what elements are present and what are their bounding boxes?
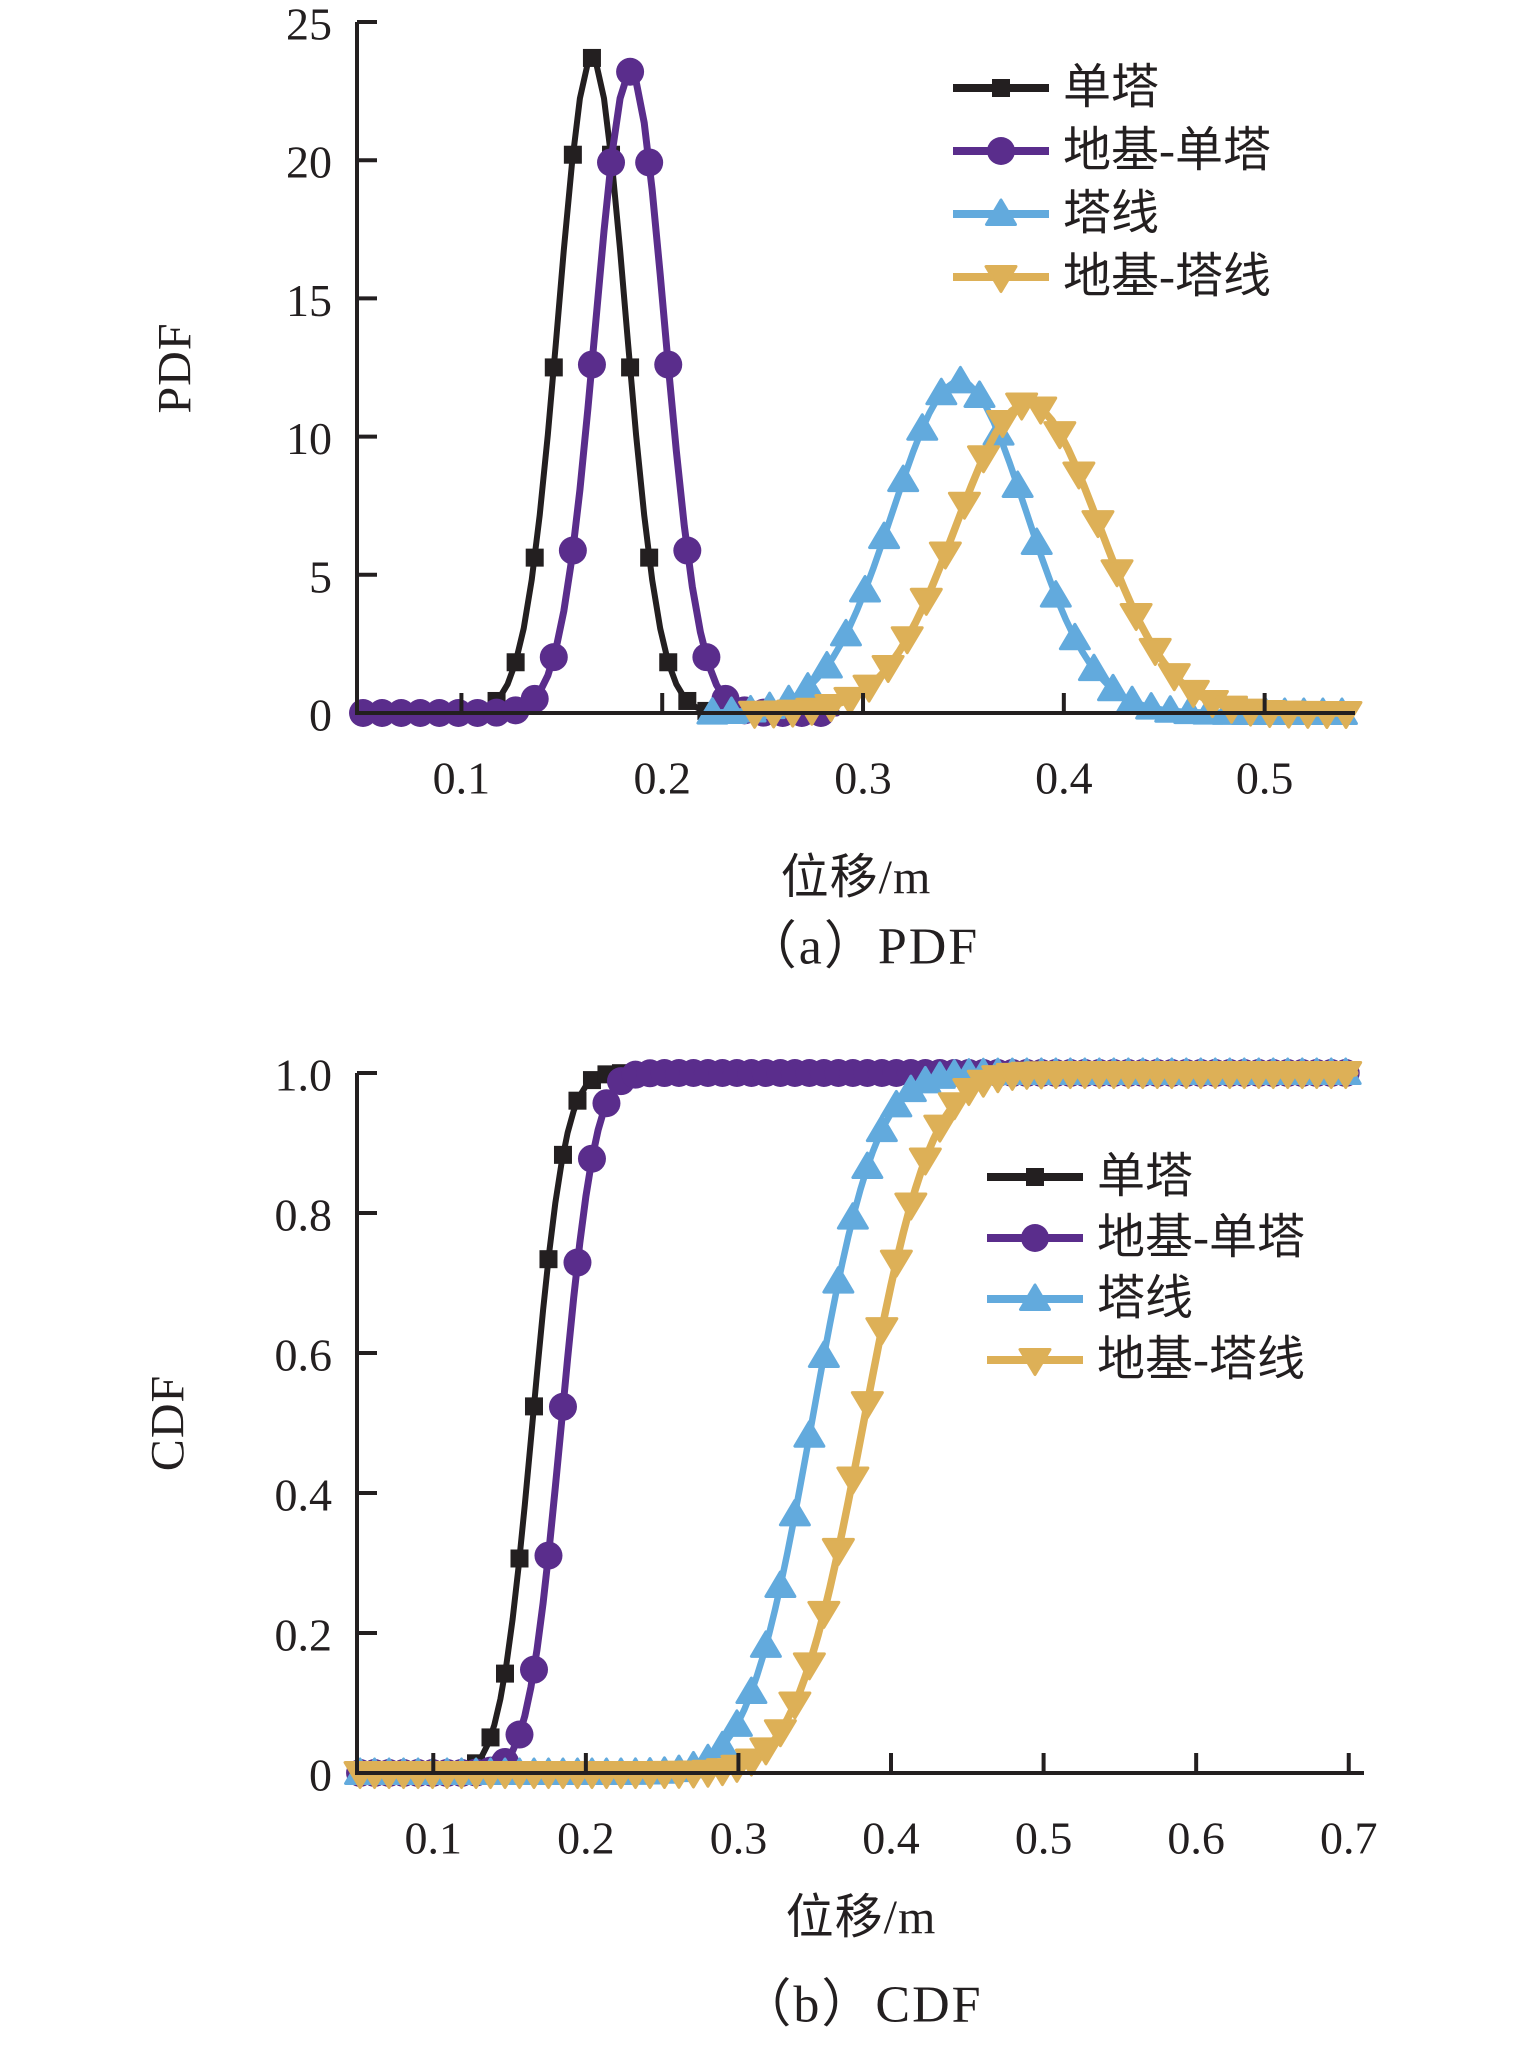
legend-marker-circle <box>987 1223 1083 1252</box>
cdf-y-tick-label: 1.0 <box>275 1050 333 1101</box>
legend-marker-square <box>953 78 1049 97</box>
pdf-y-tick-label: 5 <box>309 551 332 602</box>
legend-label: 地基-单塔 <box>1097 1210 1305 1264</box>
pdf-y-tick-label: 0 <box>309 690 332 741</box>
cdf-x-tick-label: 0.1 <box>405 1813 463 1864</box>
legend-label: 塔线 <box>1097 1271 1194 1325</box>
cdf-x-tick-label: 0.2 <box>557 1813 615 1864</box>
pdf-series-0 <box>354 48 736 722</box>
legend-item: 地基-塔线 <box>985 1329 1305 1390</box>
legend-item: 塔线 <box>985 1268 1305 1329</box>
legend-marker-triangle-down <box>953 264 1049 293</box>
legend-label: 地基-单塔 <box>1063 123 1271 177</box>
pdf-y-tick-label: 10 <box>286 413 332 464</box>
legend-marker-triangle-up <box>953 198 1049 226</box>
pdf-series-1 <box>349 57 841 727</box>
cdf-legend: 单塔 地基-单塔 塔线 地基-塔线 <box>985 1146 1305 1390</box>
cdf-y-tick-label: 0.2 <box>275 1610 333 1661</box>
cdf-x-tick-label: 0.5 <box>1015 1813 1073 1864</box>
legend-item: 地基-单塔 <box>985 1207 1305 1268</box>
pdf-series-2 <box>696 365 1358 725</box>
pdf-axes: 0.1 0.2 0.3 0.4 0.5 25 20 15 10 5 0 <box>286 0 1355 804</box>
legend-item: 单塔 <box>951 56 1271 119</box>
cdf-y-tick-label: 0.6 <box>275 1330 333 1381</box>
legend-label: 地基-塔线 <box>1063 249 1271 303</box>
legend-label: 地基-塔线 <box>1097 1332 1305 1386</box>
legend-item: 塔线 <box>951 182 1271 245</box>
cdf-x-tick-label: 0.6 <box>1167 1813 1225 1864</box>
cdf-x-axis-title: 位移/m <box>785 1891 937 1944</box>
cdf-y-axis-title: CDF <box>141 1374 195 1472</box>
cdf-y-tick-label: 0 <box>309 1750 332 1801</box>
pdf-y-tick-label: 15 <box>286 275 332 326</box>
legend-marker-square <box>987 1167 1083 1186</box>
cdf-y-tick-label: 0.8 <box>275 1190 333 1241</box>
cdf-x-tick-label: 0.3 <box>710 1813 768 1864</box>
legend-label: 单塔 <box>1063 60 1160 114</box>
legend-marker-triangle-down <box>987 1347 1083 1376</box>
pdf-chart: 0.1 0.2 0.3 0.4 0.5 25 20 15 10 5 0 <box>286 0 1363 804</box>
legend-label: 单塔 <box>1097 1149 1194 1203</box>
cdf-series <box>343 1057 1363 1789</box>
legend-marker-triangle-up <box>987 1283 1083 1311</box>
cdf-axes: 0.1 0.2 0.3 0.4 0.5 0.6 0.7 1.0 0.8 0.6 0.4 0.2 0 <box>275 1050 1378 1864</box>
cdf-chart: 0.1 0.2 0.3 0.4 0.5 0.6 0.7 1.0 0.8 0.6 0.4 0.2 0 <box>275 1050 1378 1864</box>
pdf-y-tick-label: 25 <box>286 0 332 50</box>
cdf-x-tick-label: 0.4 <box>862 1813 920 1864</box>
cdf-x-tick-label: 0.7 <box>1320 1813 1378 1864</box>
pdf-x-tick-label: 0.5 <box>1236 753 1294 804</box>
pdf-x-tick-label: 0.1 <box>433 753 491 804</box>
cdf-caption: （b）CDF <box>739 1976 983 2034</box>
cdf-y-tick-label: 0.4 <box>275 1470 333 1521</box>
pdf-x-tick-label: 0.3 <box>834 753 892 804</box>
pdf-legend: 单塔 地基-单塔 塔线 地基-塔线 <box>951 56 1271 308</box>
pdf-y-axis-title: PDF <box>148 322 202 414</box>
pdf-x-tick-label: 0.2 <box>633 753 691 804</box>
legend-marker-circle <box>953 136 1049 165</box>
pdf-caption: （a）PDF <box>744 918 980 976</box>
legend-label: 塔线 <box>1063 186 1160 240</box>
legend-item: 单塔 <box>985 1146 1305 1207</box>
legend-item: 地基-塔线 <box>951 245 1271 308</box>
pdf-y-tick-label: 20 <box>286 137 332 188</box>
legend-item: 地基-单塔 <box>951 119 1271 182</box>
pdf-x-tick-label: 0.4 <box>1035 753 1093 804</box>
pdf-x-axis-title: 位移/m <box>780 851 932 904</box>
